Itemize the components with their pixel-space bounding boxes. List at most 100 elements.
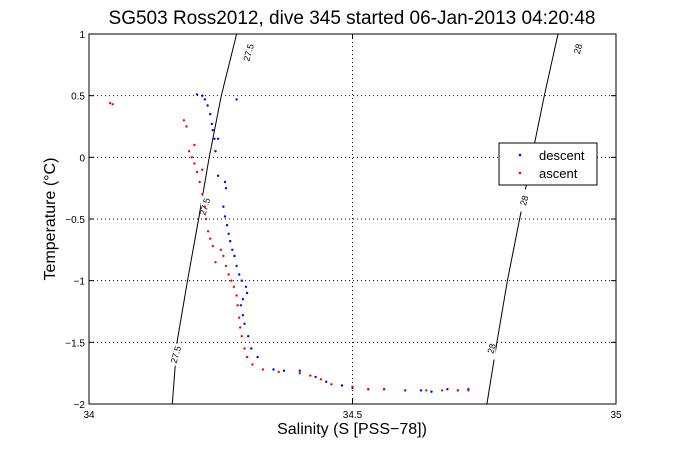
descent-point — [223, 215, 227, 218]
contour-label: 28 — [518, 194, 530, 206]
ascent-point — [195, 170, 199, 174]
legend-marker-descent — [518, 153, 522, 157]
descent-point — [314, 375, 317, 379]
x-tick-label: 34.5 — [343, 410, 363, 421]
y-tick-label: 0 — [79, 153, 85, 164]
legend-marker-ascent — [518, 171, 522, 175]
ascent-point — [240, 335, 243, 338]
grid — [89, 34, 616, 404]
y-tick-label: 1 — [79, 30, 85, 41]
contour-label-mask — [244, 41, 253, 64]
y-tick-label: −2 — [74, 400, 86, 411]
ascent-point — [404, 389, 407, 392]
descent-point — [244, 285, 248, 288]
ascent-point — [351, 385, 354, 388]
contour-label: 27.5 — [241, 43, 255, 63]
ascent-point — [235, 294, 238, 297]
y-axis-label: Temperature (°C) — [42, 158, 59, 281]
descent-point — [419, 389, 423, 392]
descent-point — [243, 322, 246, 325]
ascent-point — [219, 248, 222, 251]
descent-point — [222, 205, 225, 208]
y-tick-label: −1.5 — [65, 338, 85, 349]
ascent-point — [440, 389, 444, 392]
ascent-point — [456, 389, 460, 392]
ascent-point — [232, 285, 236, 288]
descent-point — [250, 347, 253, 350]
ascent-point — [330, 383, 333, 386]
ascent-point — [224, 264, 228, 268]
series-descent — [195, 93, 470, 393]
x-tick-label: 34 — [83, 410, 95, 421]
descent-point — [214, 150, 217, 153]
ascent-point — [319, 378, 323, 381]
x-tick-label: 35 — [610, 410, 622, 421]
y-tick-label: 0.5 — [71, 92, 85, 103]
x-axis-label: Salinity (S [PSS−78]) — [277, 421, 427, 438]
ascent-point — [204, 217, 208, 221]
descent-point — [211, 129, 214, 132]
descent-point — [240, 279, 243, 282]
descent-point — [241, 314, 245, 317]
ascent-point — [309, 374, 312, 377]
contour-line-27-5 — [171, 33, 238, 405]
descent-point — [229, 240, 232, 243]
contour-line-28 — [486, 33, 559, 405]
legend-label-ascent: ascent — [539, 166, 578, 181]
axes: 34 34.5 35 −2 −1.5 −1 −0.5 0 0.5 1 — [65, 30, 622, 421]
legend-label-descent: descent — [539, 148, 585, 163]
ascent-point — [261, 368, 265, 371]
ascent-point — [238, 316, 241, 319]
ascent-point — [230, 279, 233, 282]
descent-point — [195, 93, 199, 96]
descent-point — [225, 224, 229, 227]
contour-label-mask — [574, 37, 583, 60]
y-tick-label: −0.5 — [65, 215, 85, 226]
ascent-point — [185, 125, 188, 128]
descent-point — [340, 384, 344, 387]
ascent-point — [209, 237, 212, 240]
descent-point — [233, 254, 236, 258]
ascent-point — [236, 304, 239, 307]
ascent-point — [425, 389, 428, 392]
ascent-point — [190, 156, 193, 159]
descent-point — [209, 113, 212, 116]
chart-title: SG503 Ross2012, dive 345 started 06-Jan-… — [109, 8, 596, 29]
ascent-point — [239, 326, 242, 329]
contour-label-mask — [487, 337, 496, 360]
ascent-point — [182, 119, 186, 122]
series-ascent — [108, 101, 470, 392]
ascent-point — [277, 370, 280, 374]
ascent-point — [206, 230, 210, 233]
data-series — [108, 93, 470, 393]
descent-point — [245, 291, 249, 295]
descent-point — [223, 180, 227, 184]
ascent-point — [111, 103, 114, 106]
descent-point — [210, 122, 213, 126]
contour-label: 28 — [485, 342, 497, 354]
descent-point — [282, 369, 286, 372]
descent-point — [216, 174, 220, 177]
ascent-point — [193, 162, 196, 165]
descent-point — [239, 304, 242, 307]
ascent-point — [227, 273, 230, 276]
descent-point — [241, 298, 245, 301]
ascent-point — [187, 150, 191, 153]
ascent-point — [382, 388, 386, 391]
contour-label: 28 — [572, 43, 584, 55]
ascent-point — [201, 193, 204, 196]
descent-point — [298, 369, 301, 372]
ascent-point — [243, 347, 246, 350]
ascent-point — [298, 372, 301, 375]
descent-point — [235, 264, 238, 268]
descent-point — [256, 355, 259, 359]
descent-point — [272, 368, 275, 371]
descent-point — [238, 273, 241, 276]
y-tick-label: −1 — [74, 277, 86, 288]
ascent-point — [201, 168, 204, 171]
contour-label: 27.5 — [169, 345, 183, 365]
descent-point — [430, 390, 433, 393]
descent-point — [227, 232, 230, 235]
